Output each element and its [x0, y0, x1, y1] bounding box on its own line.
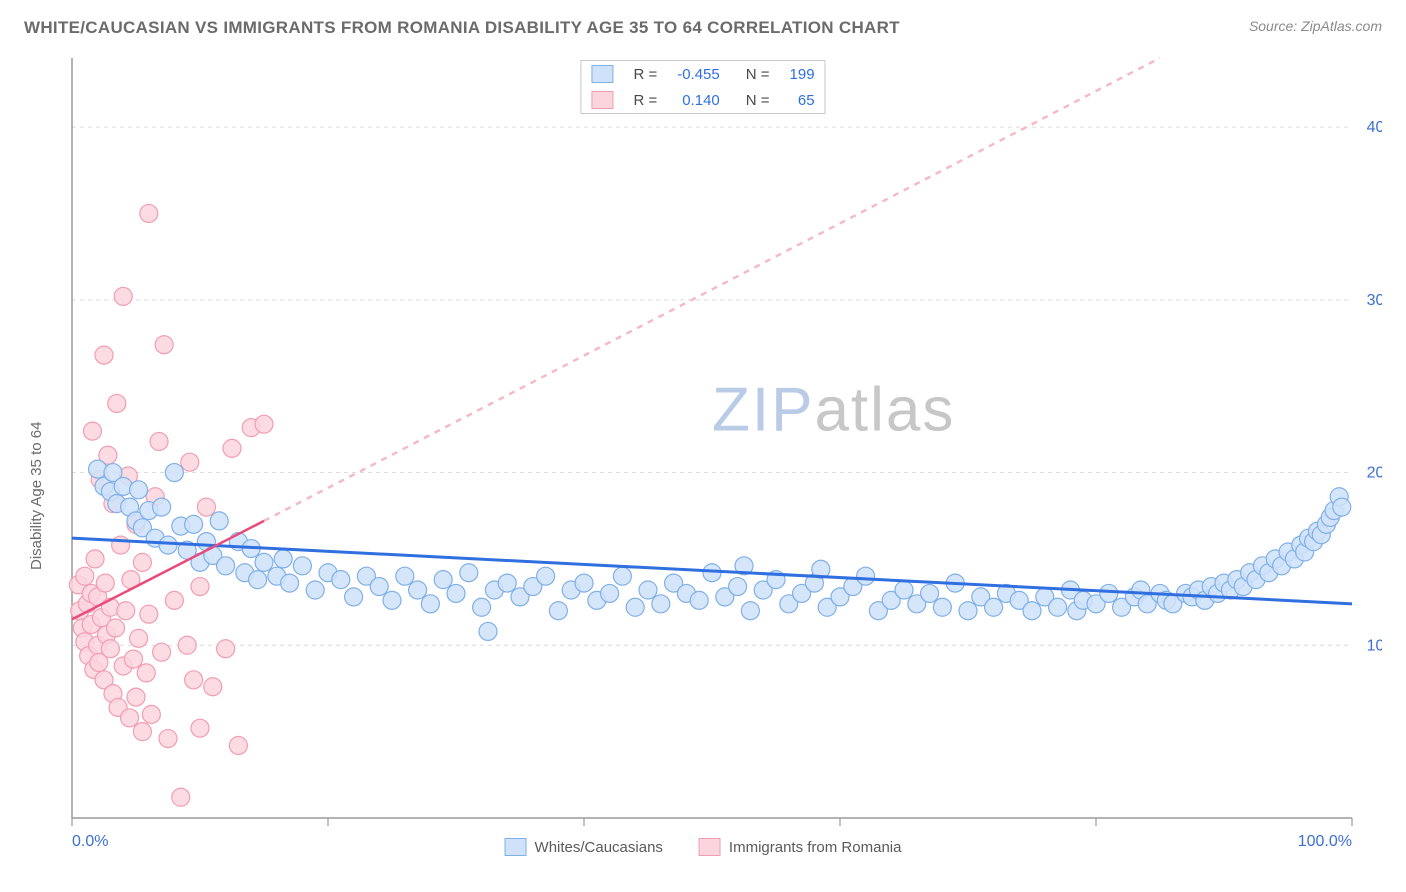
- r-value: 0.140: [667, 87, 730, 113]
- legend-swatch: [699, 838, 721, 856]
- scatter-chart: ZIPatlas 10.0% 20.0% 30.0% 40.0% 0.0% 100.0%: [24, 50, 1382, 860]
- legend-swatch: [505, 838, 527, 856]
- n-label: N =: [730, 61, 780, 87]
- legend-item: Immigrants from Romania: [699, 838, 902, 856]
- r-label: R =: [623, 87, 667, 113]
- svg-text:30.0%: 30.0%: [1367, 292, 1382, 309]
- source-name: ZipAtlas.com: [1301, 18, 1382, 34]
- legend-label: Immigrants from Romania: [729, 839, 902, 856]
- r-value: -0.455: [667, 61, 730, 87]
- svg-text:10.0%: 10.0%: [1367, 637, 1382, 654]
- legend-item: Whites/Caucasians: [505, 838, 663, 856]
- n-label: N =: [730, 87, 780, 113]
- legend-swatch: [591, 91, 613, 109]
- chart-header: WHITE/CAUCASIAN VS IMMIGRANTS FROM ROMAN…: [0, 0, 1406, 46]
- legend-row: R =-0.455N =199: [581, 61, 824, 87]
- legend-row: R =0.140N =65: [581, 87, 824, 113]
- y-axis-label: Disability Age 35 to 64: [28, 422, 45, 570]
- n-value: 65: [780, 87, 825, 113]
- svg-text:40.0%: 40.0%: [1367, 119, 1382, 136]
- svg-text:ZIPatlas: ZIPatlas: [712, 375, 955, 444]
- svg-text:0.0%: 0.0%: [72, 833, 108, 850]
- series-legend: Whites/Caucasians Immigrants from Romania: [505, 838, 902, 856]
- r-label: R =: [623, 61, 667, 87]
- chart-title: WHITE/CAUCASIAN VS IMMIGRANTS FROM ROMAN…: [24, 18, 900, 38]
- chart-container: Disability Age 35 to 64 ZIPatlas 10.0% 20.…: [24, 50, 1382, 860]
- legend-label: Whites/Caucasians: [535, 839, 663, 856]
- legend-swatch: [591, 65, 613, 83]
- svg-text:100.0%: 100.0%: [1298, 833, 1352, 850]
- source-prefix: Source:: [1249, 18, 1301, 34]
- svg-text:20.0%: 20.0%: [1367, 465, 1382, 482]
- correlation-legend: R =-0.455N =199R =0.140N =65: [580, 60, 825, 114]
- n-value: 199: [780, 61, 825, 87]
- chart-source: Source: ZipAtlas.com: [1249, 18, 1382, 34]
